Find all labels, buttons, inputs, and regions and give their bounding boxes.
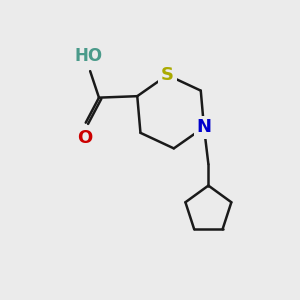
Text: HO: HO bbox=[75, 47, 103, 65]
Text: S: S bbox=[161, 66, 174, 84]
Text: N: N bbox=[196, 118, 211, 136]
Text: O: O bbox=[76, 129, 92, 147]
